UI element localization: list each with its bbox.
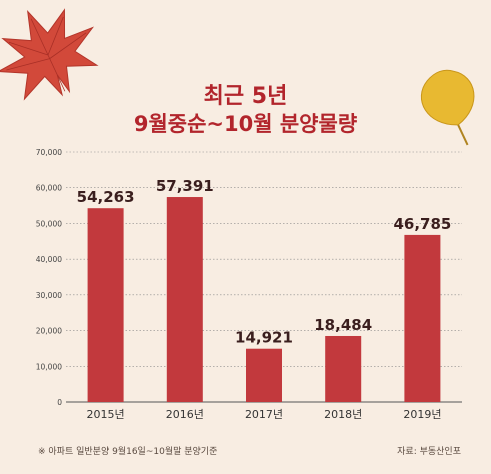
bar [87, 208, 124, 402]
bar [166, 197, 203, 402]
data-label: 46,785 [393, 215, 451, 233]
x-tick-label: 2015년 [87, 408, 125, 421]
y-tick-label: 60,000 [36, 184, 62, 193]
source-note: 자료: 부동산인포 [397, 447, 461, 457]
y-tick-label: 30,000 [36, 291, 62, 300]
footnote: ※ 아파트 일반분양 9월16일~10월말 분양기준 [38, 447, 218, 457]
chart-title-line-2: 9월중순~10월 분양물량 [133, 112, 358, 136]
data-label: 14,921 [235, 329, 293, 347]
y-tick-label: 40,000 [36, 255, 62, 264]
x-tick-label: 2019년 [403, 408, 441, 421]
y-tick-label: 10,000 [36, 362, 62, 371]
x-tick-label: 2016년 [166, 408, 204, 421]
y-tick-label: 0 [57, 398, 62, 407]
maple-leaf-icon [0, 8, 99, 101]
bar [325, 335, 362, 402]
ginkgo-leaf-icon [420, 69, 475, 146]
data-label: 18,484 [314, 316, 372, 334]
bar [246, 348, 282, 402]
y-tick-label: 70,000 [36, 148, 62, 157]
x-tick-label: 2017년 [245, 408, 283, 421]
chart-title-line-1: 최근 5년 [203, 84, 288, 109]
x-tick-label: 2018년 [324, 408, 362, 421]
bar [404, 234, 441, 402]
data-label: 57,391 [156, 177, 214, 195]
data-label: 54,263 [77, 188, 135, 206]
y-tick-label: 50,000 [36, 219, 62, 228]
y-tick-label: 20,000 [36, 327, 62, 336]
